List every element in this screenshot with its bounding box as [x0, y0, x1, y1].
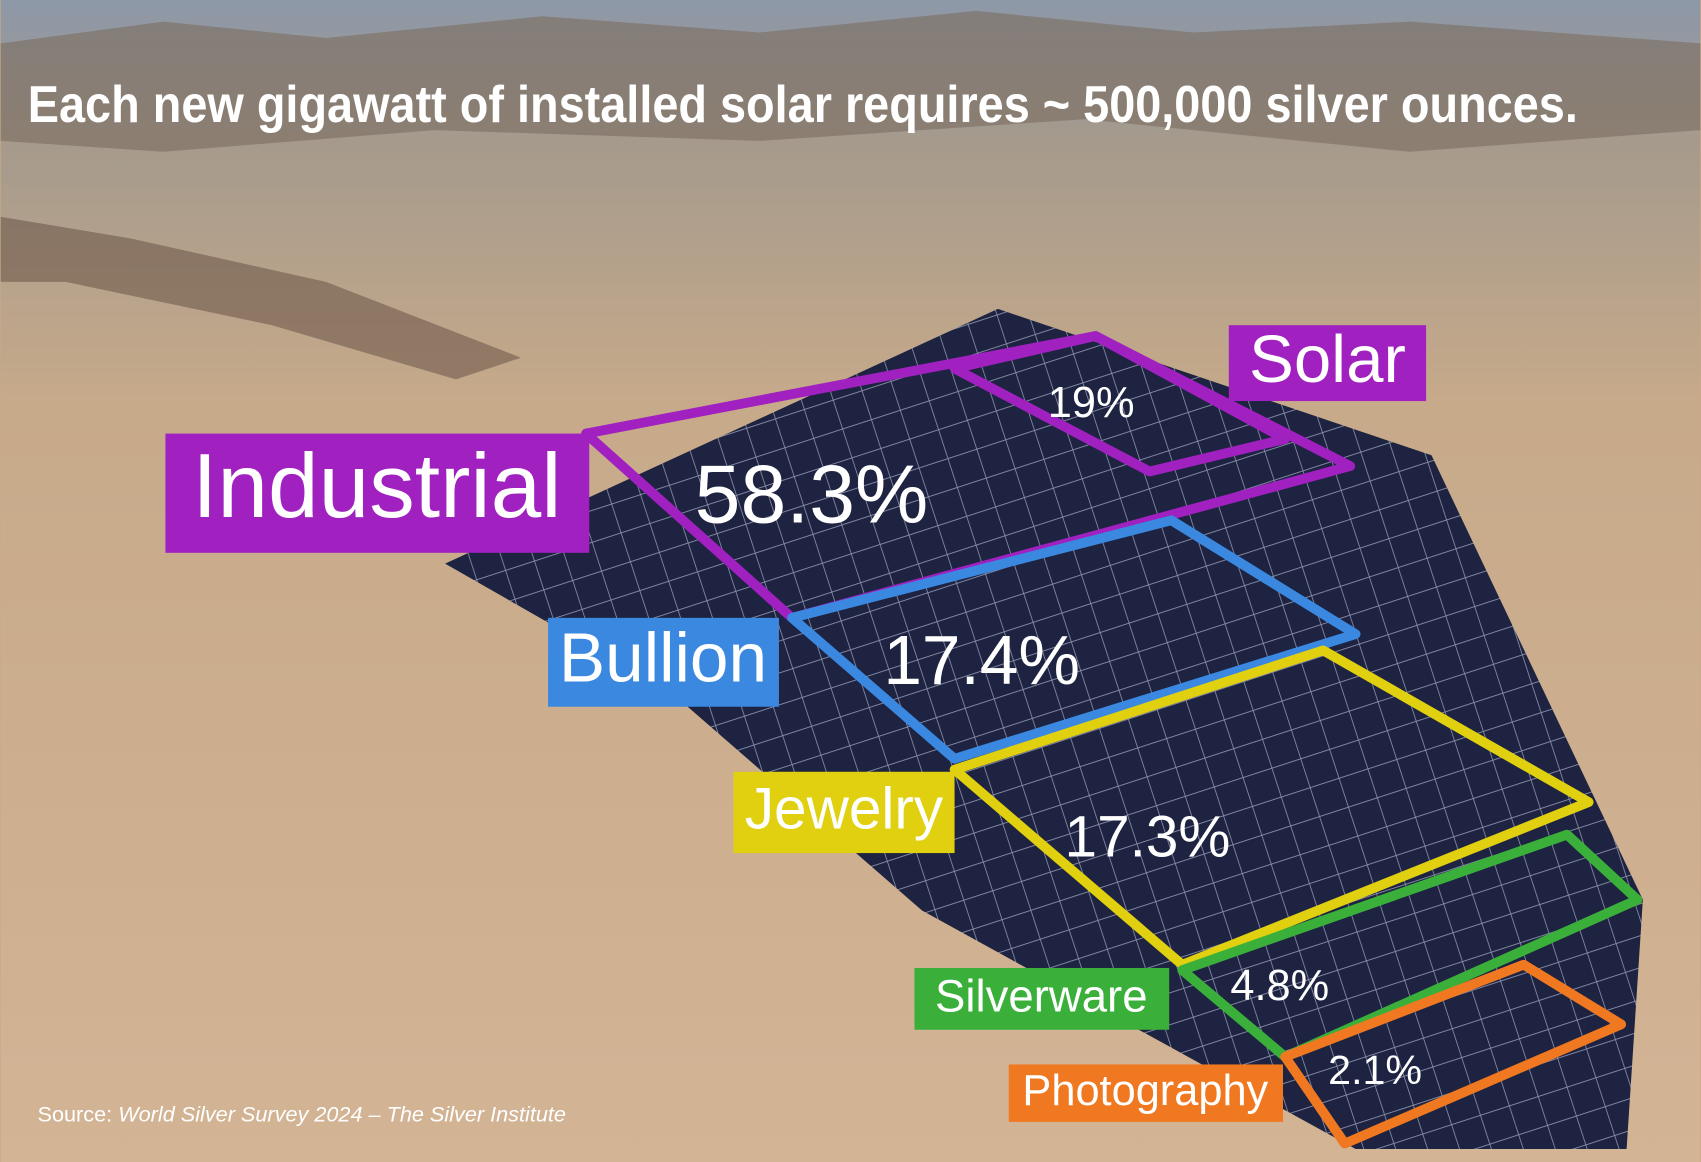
source-text: World Silver Survey 2024 – The Silver In… — [118, 1101, 566, 1126]
segment-label: Industrial — [192, 436, 561, 537]
segment-value: 4.8% — [1230, 962, 1329, 1010]
segment-value: 2.1% — [1328, 1047, 1422, 1093]
segment-value: 17.3% — [1065, 805, 1231, 870]
segment-label: Photography — [1022, 1067, 1268, 1115]
segment-value: 19% — [1048, 379, 1135, 427]
title: Each new gigawatt of installed solar req… — [28, 76, 1578, 134]
segment-value: 58.3% — [695, 449, 929, 541]
segment-label: Solar — [1249, 322, 1406, 397]
source-prefix: Source: — [38, 1101, 113, 1126]
segment-label: Jewelry — [745, 776, 944, 841]
segment-value: 17.4% — [883, 621, 1080, 699]
segment-label: Silverware — [935, 970, 1147, 1021]
infographic: Each new gigawatt of installed solar req… — [0, 0, 1701, 1162]
page: {"header":{"title":"Each new gigawatt of… — [0, 0, 1701, 1162]
segment-label: Bullion — [559, 619, 767, 697]
source: Source: World Silver Survey 2024 – The S… — [38, 1101, 566, 1126]
